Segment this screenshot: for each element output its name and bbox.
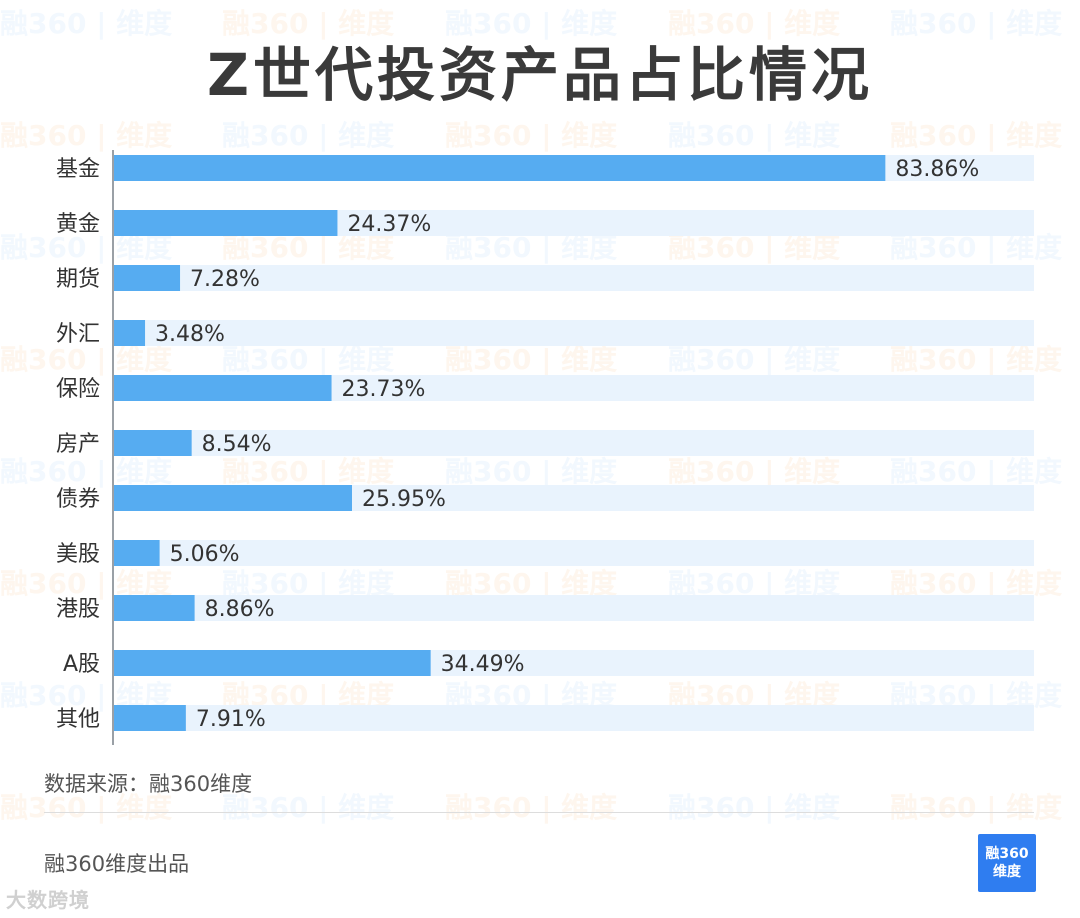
category-label: 保险 [56,377,100,402]
brand-logo-line1: 融360 [985,846,1029,862]
bar-track [113,705,1034,731]
bar [113,540,160,566]
bar-track [113,265,1034,291]
bar-track [113,595,1034,621]
page-title: Z世代投资产品占比情况 [206,41,874,109]
value-label: 83.86% [895,157,979,182]
value-label: 5.06% [170,542,240,567]
bar [113,705,186,731]
category-label: 房产 [56,432,100,457]
bar-track [113,430,1034,456]
value-label: 8.86% [205,597,275,622]
category-label: 其他 [56,707,100,732]
bar [113,210,338,236]
category-label: 外汇 [56,322,100,347]
bar [113,265,181,291]
value-label: 25.95% [362,487,446,512]
category-label: 基金 [56,157,100,182]
bar [113,375,332,401]
bar-track [113,320,1034,346]
category-label: 美股 [56,542,100,567]
value-label: 23.73% [342,377,426,402]
bar [113,650,431,676]
brand-logo-line2: 维度 [993,864,1021,880]
value-label: 3.48% [155,322,225,347]
corner-watermark: 大数跨境 [6,888,90,912]
footer-divider [44,812,1034,813]
bar [113,320,146,346]
brand-logo: 融360 维度 [978,834,1036,892]
value-label: 7.91% [196,707,266,732]
bar-track [113,540,1034,566]
bar [113,430,192,456]
bar [113,155,886,181]
bar [113,485,352,511]
category-label: A股 [63,652,100,677]
value-label: 34.49% [441,652,525,677]
bar [113,595,195,621]
category-label: 港股 [56,597,100,622]
produced-by-text: 融360维度出品 [44,852,190,876]
value-label: 8.54% [202,432,272,457]
category-label: 黄金 [56,212,100,237]
data-source-note: 数据来源：融360维度 [44,772,253,796]
value-label: 24.37% [347,212,431,237]
value-label: 7.28% [190,267,260,292]
category-label: 期货 [56,267,100,292]
category-label: 债券 [56,487,100,512]
